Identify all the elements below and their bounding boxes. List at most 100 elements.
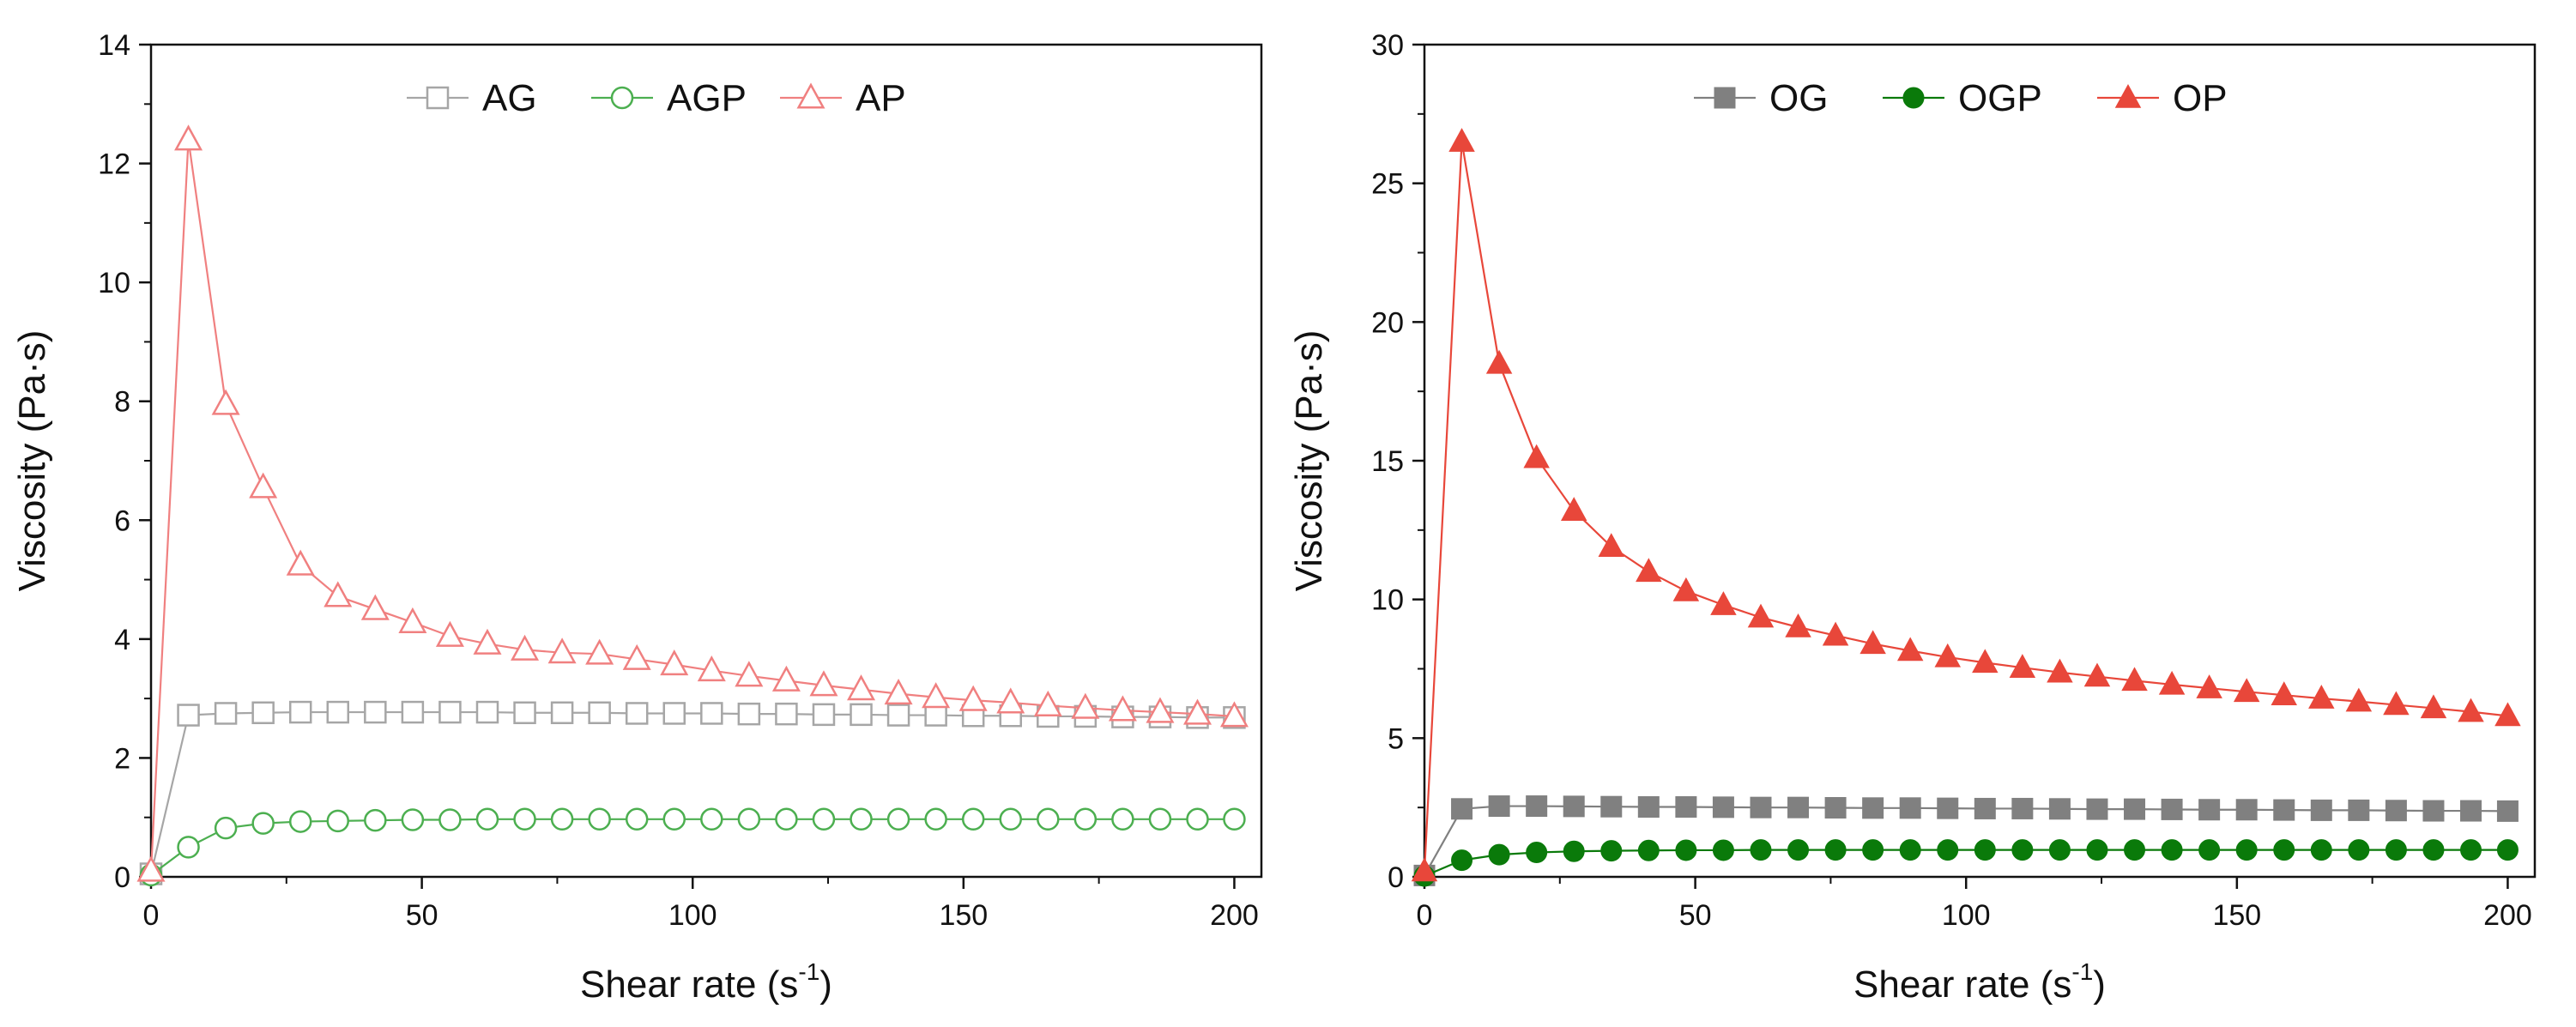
data-point-AGP [214,816,238,840]
data-point-AG [850,703,873,727]
data-point-OGP [1563,840,1585,862]
data-point-OGP [1824,839,1847,861]
data-point-OGP [2161,839,2183,861]
data-point-AG [550,701,574,725]
data-point-AG [438,700,462,724]
data-point-AP [660,649,689,676]
data-point-AP [473,628,502,655]
data-point-AP [809,670,838,697]
data-point-AP [996,687,1025,714]
data-point-OGP [1675,839,1697,861]
data-point-AP [958,685,988,711]
data-point-OGP [1974,839,1996,861]
legend-marker [610,86,634,110]
data-point-OP [2233,678,2260,703]
data-point-OGP [2496,839,2519,861]
data-point-AP [771,665,801,692]
y-tick-label: 2 [114,742,130,775]
data-point-OG [2460,800,2482,822]
data-point-OP [2494,702,2521,727]
data-point-AG [812,703,836,727]
x-tick-label: 100 [668,899,717,932]
data-point-OG [2348,799,2370,821]
legend-label: AG [482,77,537,119]
data-point-AG [625,702,649,725]
data-point-OP [2196,674,2222,698]
data-point-AGP [1148,807,1172,831]
data-point-OGP [1451,849,1473,872]
data-point-OGP [2011,839,2034,861]
data-point-AP [922,682,951,709]
data-point-OP [1785,613,1811,637]
data-point-OP [1859,630,1886,655]
data-point-OG [1862,797,1884,819]
y-axis-title: Viscosity (Pa·s) [11,330,53,592]
data-point-OP [1672,577,1700,601]
y-tick-label: 10 [1371,584,1404,617]
data-point-OG [1787,796,1810,819]
data-point-AP [174,124,203,151]
data-point-AGP [364,808,387,832]
data-point-OP [2458,698,2484,722]
data-point-OGP [2086,839,2108,861]
series-line-AG [149,710,1235,874]
data-point-AGP [1037,807,1060,831]
data-point-AG [775,702,798,726]
data-point-AG [326,700,350,724]
series-AG [139,700,1246,885]
data-point-OGP [2348,839,2370,861]
data-point-AP [585,638,614,665]
data-point-AG [513,701,536,725]
chart-left-panel: 0 50 100 150 200 0 2 4 6 8 10 12 14 Shear rate (s-1) V… [11,29,1263,1006]
data-point-AGP [475,807,499,831]
data-point-OG [2161,798,2183,820]
data-point-OG [1600,795,1623,818]
legend-marker [426,86,450,110]
data-point-OP [2047,658,2073,683]
legend-entry-AP: AP [780,77,906,119]
data-point-OP [1485,349,1513,374]
data-point-OG [2310,799,2332,821]
data-point-AP [622,643,651,670]
data-point-AG [214,702,238,725]
y-tick-label: 14 [98,29,130,62]
data-point-OGP [2460,839,2482,861]
data-point-OP [1523,444,1550,468]
y-tick-label: 20 [1371,306,1404,339]
series-AGP [139,807,1246,887]
data-point-AGP [251,812,275,835]
plot-frame [1423,43,2537,879]
data-point-AP [324,581,353,607]
legend-entry-AGP: AGP [591,77,747,119]
x-tick-label: 50 [1679,899,1712,932]
data-point-OG [1526,795,1548,818]
data-point-OGP [1899,839,1921,861]
data-point-OGP [2310,839,2332,861]
data-point-AGP [700,807,723,831]
data-point-AP [847,674,876,701]
legend-label: OP [2173,77,2228,119]
y-tick-label: 12 [98,148,130,181]
data-point-AG [700,702,723,725]
data-point-OGP [2048,839,2071,861]
data-point-OGP [1787,839,1810,861]
legend-entry-OGP: OGP [1883,77,2042,119]
data-point-OP [1747,603,1775,628]
data-point-OG [1675,796,1697,819]
data-point-OG [1750,796,1772,819]
data-point-OG [1824,796,1847,819]
series-line-AGP [150,818,1235,876]
data-point-OGP [1526,842,1548,864]
data-point-AG [251,701,275,725]
series-line-AP [149,139,1235,872]
data-point-AGP [401,808,425,831]
data-point-AP [249,472,278,498]
data-point-AGP [550,807,574,831]
data-point-OP [2383,691,2410,716]
data-point-AGP [1223,807,1246,831]
data-point-OP [2121,667,2148,692]
data-point-AG [588,701,611,725]
data-point-OG [2385,800,2407,822]
y-tick-label: 0 [114,861,130,894]
data-point-AP [435,620,464,647]
